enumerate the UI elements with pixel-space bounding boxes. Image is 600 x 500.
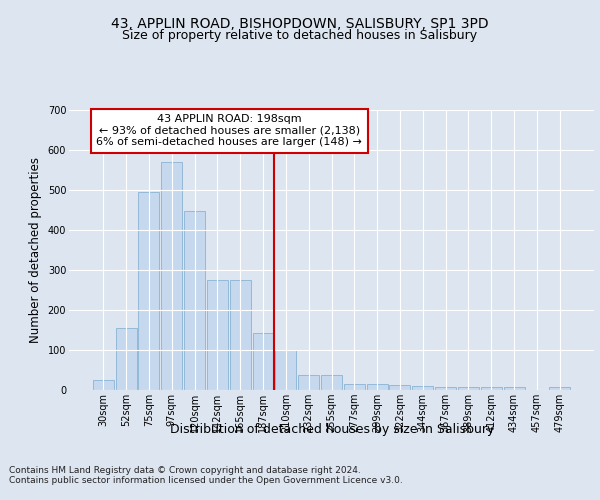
Bar: [275, 350, 296, 390]
Text: 43, APPLIN ROAD, BISHOPDOWN, SALISBURY, SP1 3PD: 43, APPLIN ROAD, BISHOPDOWN, SALISBURY, …: [111, 18, 489, 32]
Bar: [161, 162, 182, 390]
Text: Contains public sector information licensed under the Open Government Licence v3: Contains public sector information licen…: [9, 476, 403, 485]
Text: Size of property relative to detached houses in Salisbury: Size of property relative to detached ho…: [122, 29, 478, 42]
Bar: [139, 192, 160, 390]
Bar: [412, 386, 433, 390]
Bar: [389, 385, 410, 390]
Y-axis label: Number of detached properties: Number of detached properties: [29, 157, 42, 343]
Bar: [184, 211, 205, 390]
Bar: [549, 387, 570, 390]
Bar: [253, 333, 274, 390]
Bar: [458, 387, 479, 390]
Bar: [207, 280, 228, 390]
Text: 43 APPLIN ROAD: 198sqm
← 93% of detached houses are smaller (2,138)
6% of semi-d: 43 APPLIN ROAD: 198sqm ← 93% of detached…: [96, 114, 362, 148]
Bar: [367, 384, 388, 390]
Bar: [481, 387, 502, 390]
Bar: [230, 280, 251, 390]
Text: Contains HM Land Registry data © Crown copyright and database right 2024.: Contains HM Land Registry data © Crown c…: [9, 466, 361, 475]
Bar: [321, 375, 342, 390]
Text: Distribution of detached houses by size in Salisbury: Distribution of detached houses by size …: [170, 422, 494, 436]
Bar: [503, 387, 524, 390]
Bar: [344, 384, 365, 390]
Bar: [435, 387, 456, 390]
Bar: [93, 380, 114, 390]
Bar: [116, 328, 137, 390]
Bar: [298, 375, 319, 390]
